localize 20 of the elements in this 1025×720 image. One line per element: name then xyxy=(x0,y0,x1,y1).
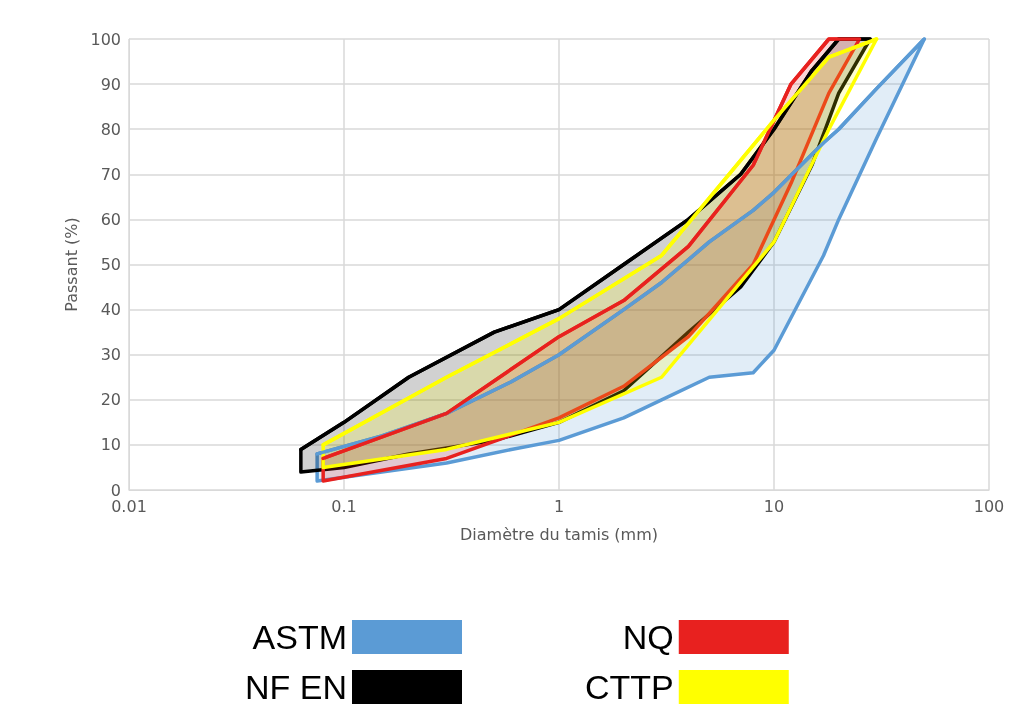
y-tick-label: 50 xyxy=(100,255,121,274)
y-tick-label: 90 xyxy=(100,74,121,94)
y-tick-label: 80 xyxy=(100,119,121,139)
x-tick-label: 1 xyxy=(553,496,565,516)
y-tick-label: 100 xyxy=(90,29,121,49)
y-tick-label: 60 xyxy=(100,209,121,229)
x-axis-title: Diamètre du tamis (mm) xyxy=(460,524,658,544)
y-tick-label: 40 xyxy=(100,300,121,320)
x-tick-label: 0.1 xyxy=(331,496,357,516)
x-tick-label: 10 xyxy=(763,496,785,516)
y-tick-label: 30 xyxy=(100,345,121,365)
legend-label: NF EN xyxy=(245,668,347,706)
y-axis-title: Passant (%) xyxy=(62,217,82,312)
y-tick-label: 20 xyxy=(100,390,121,410)
y-tick-label: 10 xyxy=(100,435,121,455)
legend-label: NQ xyxy=(622,618,674,656)
legend-label: CTTP xyxy=(584,668,674,706)
x-tick-label: 100 xyxy=(973,496,1005,516)
y-tick-label: 70 xyxy=(100,164,121,184)
legend-label: ASTM xyxy=(252,618,347,656)
